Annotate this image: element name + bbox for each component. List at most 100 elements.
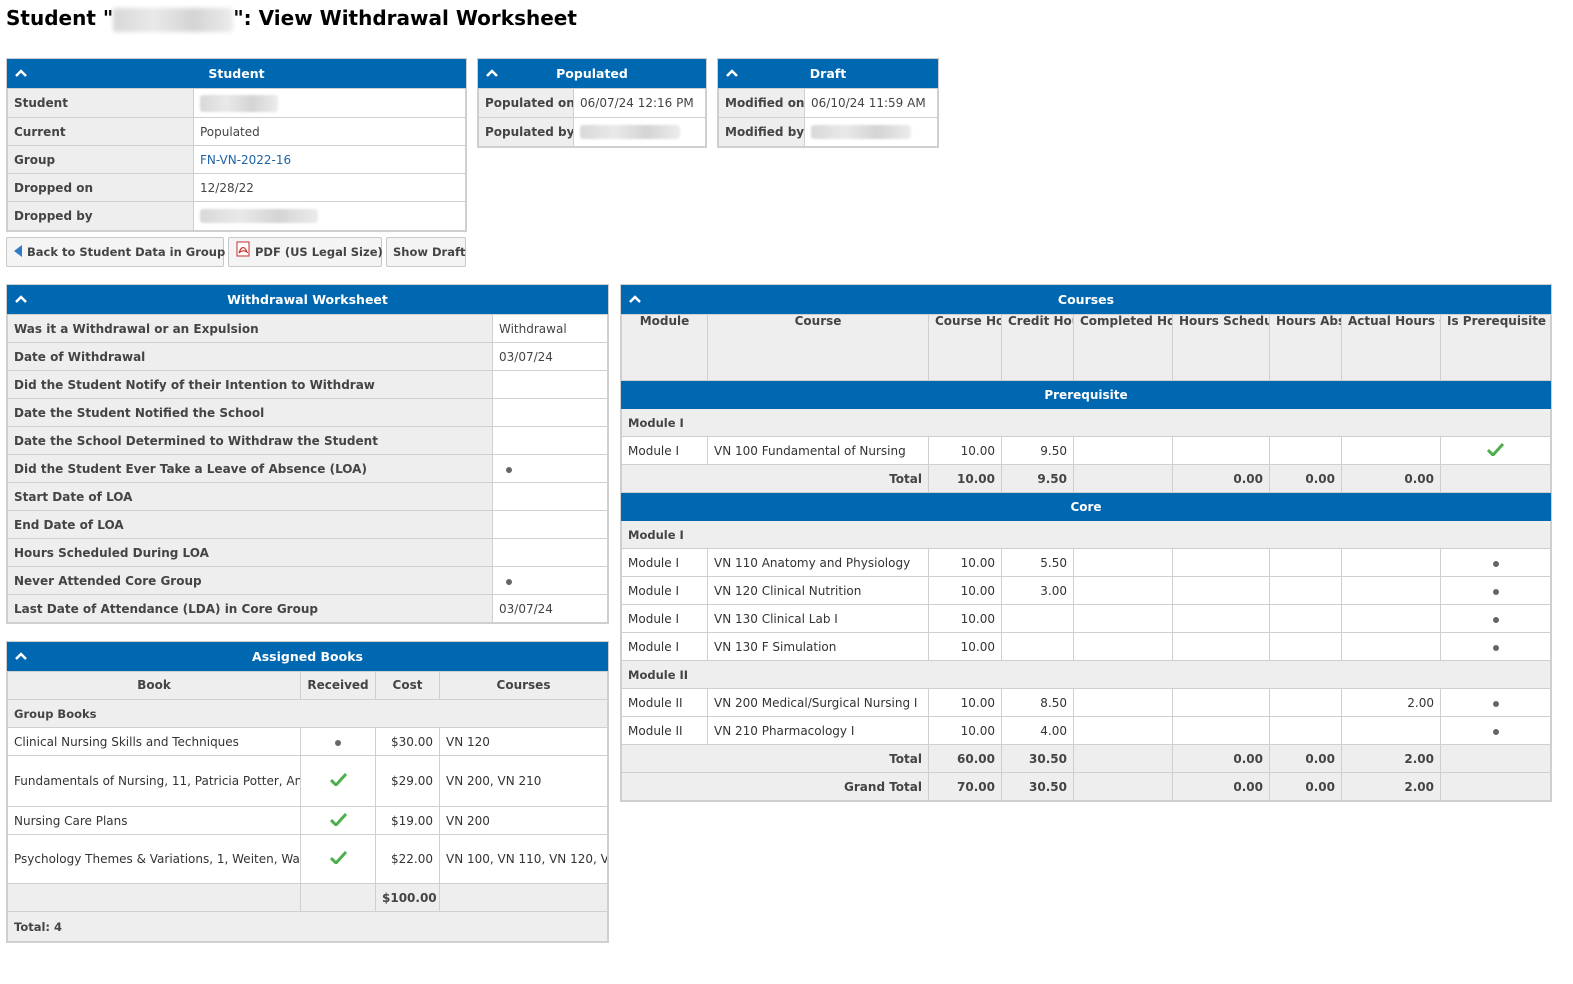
actual-hours-total: 2.00 [1341,772,1441,801]
absent-hours-cell [1269,632,1342,661]
answer-value [492,538,608,567]
back-arrow-icon [13,239,23,267]
field-value [193,88,466,118]
column-header[interactable]: Courses [439,671,608,700]
book-title: Psychology Themes & Variations, 1, Weite… [7,834,301,884]
page-title: Student " ": View Withdrawal Worksheet [6,6,577,32]
worksheet-panel-header[interactable]: Withdrawal Worksheet [7,285,608,314]
cost-cell: $30.00 [375,727,440,756]
populated-info-table: Populated on 06/07/24 12:16 PM Populated… [478,88,706,147]
credit-hours-total: 30.50 [1001,744,1074,773]
course-hours-cell: 10.00 [928,688,1002,717]
grand-total-row: Grand Total 70.00 30.50 0.00 0.00 2.00 [621,772,1551,801]
course-cell: VN 210 Pharmacology I [707,716,929,745]
collapse-caret-icon[interactable] [15,59,29,88]
column-header[interactable]: Actual Hours Completed [1341,314,1441,381]
draft-panel-header[interactable]: Draft [718,59,938,88]
group-link[interactable]: FN-VN-2022-16 [200,152,292,167]
total-label: Grand Total [621,772,929,801]
courses-cell: VN 200 [439,806,608,835]
courses-panel: Courses Module Course Course Hours Credi… [620,284,1552,802]
total-label: Total [621,744,929,773]
absent-hours-cell [1269,548,1342,577]
course-hours-total: 10.00 [928,464,1002,493]
course-hours-cell: 10.00 [928,548,1002,577]
total-label: Total [621,464,929,493]
course-cell: VN 110 Anatomy and Physiology [707,548,929,577]
column-header[interactable]: Completed Hours? [1073,314,1173,381]
books-panel-header[interactable]: Assigned Books [7,642,608,671]
column-header[interactable]: Credit Hours [1001,314,1074,381]
worksheet-row: Start Date of LOA [7,482,608,511]
module-cell: Module I [621,548,708,577]
column-header[interactable]: Cost [375,671,440,700]
collapse-caret-icon[interactable] [15,642,29,671]
absent-hours-cell [1269,688,1342,717]
populated-by-row: Populated by [478,117,706,147]
populated-on-row: Populated on 06/07/24 12:16 PM [478,88,706,118]
column-header[interactable]: Course Hours [928,314,1002,381]
column-header[interactable]: Is Prerequisite [1440,314,1551,381]
show-draft-button[interactable]: Show Draft [386,237,466,267]
student-name-redacted [113,7,234,32]
table-row: Module II VN 210 Pharmacology I 10.00 4.00 [621,716,1551,745]
scheduled-hours-cell [1172,436,1270,465]
student-panel: Student Student Current Populated Group … [6,58,467,232]
absent-hours-total: 0.00 [1269,772,1342,801]
user-name-redacted [811,125,911,140]
credit-hours-cell [1001,604,1074,633]
completed-hours-cell [1073,436,1173,465]
panel-title: Draft [809,66,847,81]
module-group-row: Module I [621,408,1551,437]
draft-info-table: Modified on 06/10/24 11:59 AM Modified b… [718,88,938,147]
field-label: Modified on [718,88,805,118]
collapse-caret-icon[interactable] [726,59,740,88]
column-header[interactable]: Book [7,671,301,700]
checkmark-icon [329,850,347,866]
empty-cell [300,883,376,912]
course-cell: VN 200 Medical/Surgical Nursing I [707,688,929,717]
dropped-by-row: Dropped by [7,201,466,231]
assigned-books-panel: Assigned Books Book Received Cost Course… [6,641,609,943]
core-total-row: Total 60.00 30.50 0.00 0.00 2.00 [621,744,1551,773]
populated-panel-header[interactable]: Populated [478,59,706,88]
answer-value [492,482,608,511]
not-received-dot-icon [335,739,341,746]
answer-value: 03/07/24 [492,594,608,623]
student-info-table: Student Current Populated Group FN-VN-20… [7,88,466,231]
panel-title: Student [208,66,265,81]
empty-cell [1073,744,1173,773]
received-cell [300,727,376,756]
section-title: Core [621,492,1551,521]
module-cell: Module I [621,576,708,605]
total-cost: $100.00 [375,883,440,912]
course-cell: VN 100 Fundamental of Nursing [707,436,929,465]
absent-hours-total: 0.00 [1269,464,1342,493]
cost-cell: $29.00 [375,755,440,807]
not-prerequisite-dot-icon [1492,728,1499,735]
collapse-caret-icon[interactable] [15,285,29,314]
question-label: Was it a Withdrawal or an Expulsion [7,314,493,343]
question-label: Start Date of LOA [7,482,493,511]
credit-hours-cell: 8.50 [1001,688,1074,717]
book-title: Clinical Nursing Skills and Techniques [7,727,301,756]
collapse-caret-icon[interactable] [629,285,643,314]
column-header[interactable]: Course [707,314,929,381]
book-title: Nursing Care Plans [7,806,301,835]
field-value: FN-VN-2022-16 [193,145,466,174]
completed-hours-cell [1073,716,1173,745]
column-header[interactable]: Hours Absent as of LDA [1269,314,1342,381]
pdf-export-button[interactable]: PDF (US Legal Size) [228,237,383,267]
courses-cell: VN 100, VN 110, VN 120, VN 130, VN 130 F… [439,834,608,884]
courses-panel-header[interactable]: Courses [621,285,1551,314]
collapse-caret-icon[interactable] [486,59,500,88]
student-panel-header[interactable]: Student [7,59,466,88]
column-header[interactable]: Hours Scheduled as of LDA [1172,314,1270,381]
panel-title: Populated [556,66,628,81]
actual-hours-cell [1341,576,1441,605]
column-header[interactable]: Received [300,671,376,700]
back-to-student-data-button[interactable]: Back to Student Data in Group [6,237,225,267]
column-header[interactable]: Module [621,314,708,381]
module-group-label: Module I [621,408,1551,437]
answer-value [492,370,608,399]
